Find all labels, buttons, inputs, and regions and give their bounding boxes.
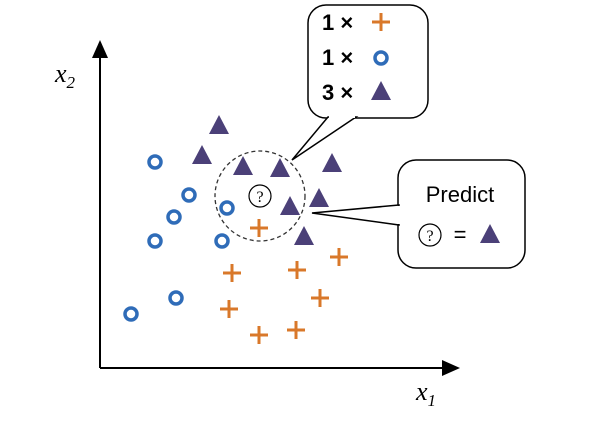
predict-equals: = xyxy=(454,222,467,247)
count-callout: 1 × 1 × 3 × xyxy=(291,4,429,161)
predict-title: Predict xyxy=(426,182,494,207)
y-axis-label: x2 xyxy=(54,59,76,92)
x-label-sub: 1 xyxy=(428,391,437,410)
circle-points xyxy=(123,154,235,322)
y-label-sub: 2 xyxy=(67,73,76,92)
count-triangle: 3 × xyxy=(322,80,353,105)
y-label-base: x xyxy=(54,59,67,88)
x-axis-label: x1 xyxy=(415,377,436,410)
query-point xyxy=(248,184,272,208)
x-label-base: x xyxy=(415,377,428,406)
axes xyxy=(92,40,460,376)
predict-callout: Predict ? = xyxy=(311,159,526,269)
plus-points xyxy=(218,217,350,346)
neighborhood xyxy=(214,150,306,242)
count-plus: 1 × xyxy=(322,10,353,35)
count-circle: 1 × xyxy=(322,45,353,70)
query-label: ? xyxy=(256,189,263,206)
predict-query: ? xyxy=(426,228,433,245)
